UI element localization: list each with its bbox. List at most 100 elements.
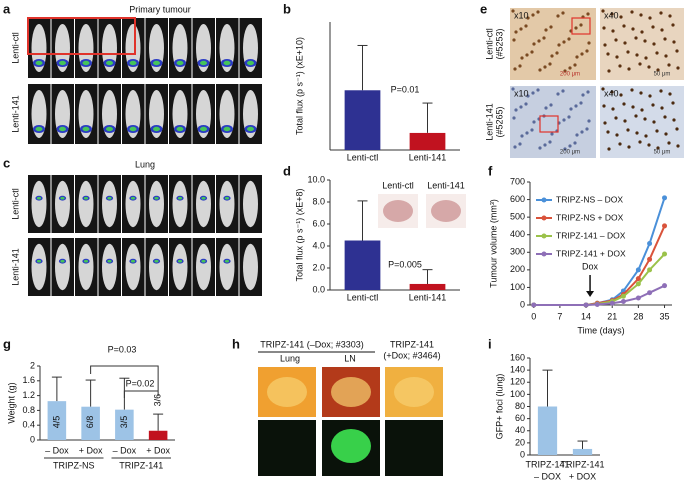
histology-image bbox=[600, 8, 684, 80]
mouse-body bbox=[219, 180, 235, 228]
y-axis-label: Tumour volume (mm³) bbox=[488, 199, 498, 288]
mouse-body bbox=[196, 243, 211, 291]
tissue-detail bbox=[331, 377, 371, 407]
signal-core bbox=[83, 259, 89, 263]
y-tick-label: 0.8 bbox=[22, 405, 35, 415]
mouse-body bbox=[55, 180, 70, 228]
cell bbox=[544, 28, 548, 32]
group-label: TRIPZ-141 (–Dox; #3303) bbox=[260, 339, 364, 349]
mouse-body bbox=[243, 243, 258, 291]
cell bbox=[664, 54, 668, 58]
cell bbox=[556, 92, 560, 96]
mouse-body bbox=[102, 180, 117, 228]
cell bbox=[671, 101, 675, 105]
gfp-signal bbox=[331, 429, 371, 463]
cell bbox=[610, 12, 614, 16]
signal-core bbox=[83, 196, 89, 200]
bar bbox=[148, 430, 168, 440]
point bbox=[647, 290, 653, 296]
point bbox=[662, 283, 668, 289]
cell bbox=[615, 55, 619, 59]
legend-label: TRIPZ-141 + DOX bbox=[556, 248, 626, 258]
cell bbox=[648, 16, 652, 20]
y-tick-label: 0.0 bbox=[312, 284, 325, 294]
cell bbox=[639, 13, 643, 17]
cell bbox=[627, 67, 631, 71]
cell bbox=[618, 142, 622, 146]
cell bbox=[610, 90, 614, 94]
cell bbox=[518, 142, 522, 146]
fluorescence-image bbox=[385, 420, 443, 476]
legend-label: TRIPZ-NS + DOX bbox=[556, 212, 624, 222]
mouse-body bbox=[125, 180, 141, 228]
point bbox=[635, 276, 641, 282]
y-tick-label: 4.0 bbox=[312, 240, 325, 250]
cell bbox=[538, 146, 542, 150]
cell bbox=[563, 147, 567, 151]
cell bbox=[520, 56, 524, 60]
cell bbox=[525, 131, 529, 135]
y-tick-label: 200 bbox=[510, 264, 525, 274]
cell bbox=[563, 69, 567, 73]
cell bbox=[676, 66, 680, 70]
cell bbox=[538, 68, 542, 72]
cell bbox=[638, 140, 642, 144]
x-tick-label: Lenti-141 bbox=[409, 292, 447, 302]
magnification: x10 bbox=[514, 10, 529, 20]
annotation: Dox bbox=[582, 261, 599, 271]
cell bbox=[663, 37, 667, 41]
x-tick-label: Lenti-ctl bbox=[347, 152, 379, 162]
cell bbox=[513, 67, 517, 71]
cell bbox=[536, 10, 540, 14]
point bbox=[609, 300, 615, 306]
cell bbox=[543, 143, 547, 147]
cell bbox=[524, 102, 528, 106]
signal-core bbox=[223, 126, 231, 132]
cell bbox=[648, 94, 652, 98]
cell bbox=[531, 13, 535, 17]
cell bbox=[550, 132, 554, 136]
cell bbox=[651, 25, 655, 29]
point bbox=[662, 251, 668, 257]
cell bbox=[511, 87, 515, 91]
signal-core bbox=[153, 126, 160, 132]
cell bbox=[586, 12, 590, 16]
point bbox=[594, 301, 600, 307]
panel-letter: h bbox=[232, 336, 240, 351]
signal-core bbox=[201, 196, 206, 200]
cell bbox=[526, 16, 530, 20]
x-tick-label: 28 bbox=[633, 311, 643, 321]
point bbox=[635, 267, 641, 273]
cell bbox=[579, 101, 583, 105]
cell bbox=[614, 116, 618, 120]
cell bbox=[660, 106, 664, 110]
cell bbox=[537, 39, 541, 43]
cell bbox=[652, 42, 656, 46]
cell bbox=[585, 127, 589, 131]
x-tick-label: + Dox bbox=[79, 445, 103, 455]
mouse-body bbox=[78, 243, 94, 291]
bar-label: 3/6 bbox=[153, 394, 163, 407]
histology-image bbox=[600, 86, 684, 158]
scale-bar: 200 μm bbox=[560, 72, 580, 78]
bar-label: 3/5 bbox=[119, 416, 129, 429]
scale-bar: 50 μm bbox=[654, 150, 671, 156]
cell bbox=[568, 66, 572, 70]
mouse-body bbox=[78, 180, 94, 228]
group-label: (+Dox; #3464) bbox=[383, 350, 440, 360]
significance-bracket bbox=[90, 365, 159, 396]
signal-core bbox=[35, 60, 43, 66]
cell bbox=[543, 65, 547, 69]
cell bbox=[519, 27, 523, 31]
mouse-body bbox=[196, 180, 211, 228]
cell bbox=[603, 43, 607, 47]
row-label: (#5265) bbox=[494, 106, 504, 137]
y-tick-label: 6.0 bbox=[312, 218, 325, 228]
signal-core bbox=[154, 196, 159, 200]
y-tick-label: 2 bbox=[30, 360, 35, 370]
annotation: P=0.03 bbox=[108, 344, 137, 354]
cell bbox=[627, 145, 631, 149]
cell bbox=[607, 69, 611, 73]
panel-letter: i bbox=[488, 336, 492, 351]
cell bbox=[536, 88, 540, 92]
